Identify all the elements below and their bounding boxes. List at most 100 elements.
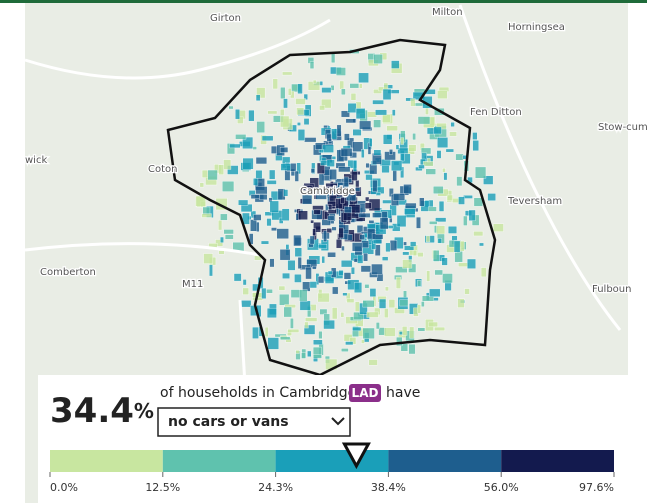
output-area <box>295 98 306 105</box>
legend-panel <box>38 375 628 503</box>
output-area <box>345 118 356 124</box>
output-area <box>359 83 363 89</box>
output-area <box>395 276 401 289</box>
output-area <box>447 226 458 234</box>
place-label: Coton <box>148 164 177 175</box>
output-area <box>329 169 337 180</box>
output-area <box>293 234 302 247</box>
output-area <box>331 226 337 231</box>
output-area <box>313 339 323 346</box>
output-area <box>357 254 364 264</box>
output-area <box>369 288 377 297</box>
output-area <box>362 327 375 339</box>
output-area <box>340 110 350 118</box>
output-area <box>318 149 324 153</box>
output-area <box>362 300 375 308</box>
output-area <box>266 180 277 185</box>
output-area <box>294 247 302 257</box>
output-area <box>255 186 268 195</box>
output-area <box>396 215 407 228</box>
output-area <box>389 240 398 251</box>
output-area <box>428 206 437 212</box>
output-area <box>282 71 293 76</box>
output-area <box>434 269 443 276</box>
output-area <box>295 349 300 354</box>
output-area <box>269 169 276 180</box>
output-area <box>384 327 396 337</box>
output-area <box>201 169 209 178</box>
output-area <box>330 85 335 91</box>
output-area <box>384 286 389 292</box>
output-area <box>279 336 291 341</box>
output-area <box>391 60 400 69</box>
output-area <box>266 218 272 227</box>
output-area <box>418 164 425 169</box>
output-area <box>341 245 345 251</box>
output-area <box>307 350 312 357</box>
output-area <box>279 109 285 116</box>
output-area <box>250 194 261 200</box>
place-label: Stow-cum <box>598 122 647 133</box>
output-area <box>304 321 309 329</box>
output-area <box>297 129 306 141</box>
output-area <box>283 306 292 318</box>
value-marker <box>341 442 371 470</box>
output-area <box>338 270 344 276</box>
place-label: Horningsea <box>508 22 565 33</box>
output-area <box>396 336 403 347</box>
output-area <box>371 233 384 240</box>
output-area <box>364 202 372 209</box>
output-area <box>425 168 436 175</box>
output-area <box>346 298 355 303</box>
output-area <box>309 177 320 189</box>
output-area <box>353 258 358 263</box>
select-chevron <box>331 417 345 426</box>
output-area <box>264 326 269 337</box>
output-area <box>253 177 259 186</box>
top-bar <box>0 0 647 3</box>
output-area <box>347 103 357 113</box>
output-area <box>435 217 447 223</box>
output-area <box>368 220 375 224</box>
output-area <box>417 327 426 332</box>
output-area <box>323 230 328 242</box>
output-area <box>399 299 409 307</box>
output-area <box>386 125 398 132</box>
output-area <box>338 166 351 173</box>
output-area <box>359 234 365 240</box>
output-area <box>487 193 496 201</box>
output-area <box>321 255 325 264</box>
output-area <box>310 219 314 224</box>
output-area <box>267 337 279 350</box>
output-area <box>352 326 362 332</box>
output-area <box>397 147 409 154</box>
output-area <box>209 264 213 277</box>
output-area <box>296 107 305 116</box>
output-area <box>331 156 337 160</box>
output-area <box>436 225 446 235</box>
output-area <box>432 249 440 262</box>
output-area <box>388 299 396 309</box>
output-area <box>463 215 468 226</box>
output-area <box>391 160 403 172</box>
output-area <box>402 251 410 256</box>
variable-select[interactable] <box>157 407 351 437</box>
output-area <box>345 193 357 202</box>
output-area <box>350 267 355 275</box>
output-area <box>313 354 322 359</box>
output-area <box>253 214 262 221</box>
place-label: Girton <box>210 13 241 24</box>
output-area <box>309 61 315 69</box>
output-area <box>369 163 378 175</box>
output-area <box>319 308 328 315</box>
output-area <box>389 149 393 155</box>
output-area <box>327 215 335 221</box>
output-area <box>339 80 345 90</box>
place-label: M11 <box>182 279 203 290</box>
output-area <box>385 242 391 253</box>
output-area <box>401 326 408 336</box>
output-area <box>224 234 234 240</box>
output-area <box>395 144 400 150</box>
output-area <box>372 179 378 193</box>
output-area <box>324 211 330 220</box>
